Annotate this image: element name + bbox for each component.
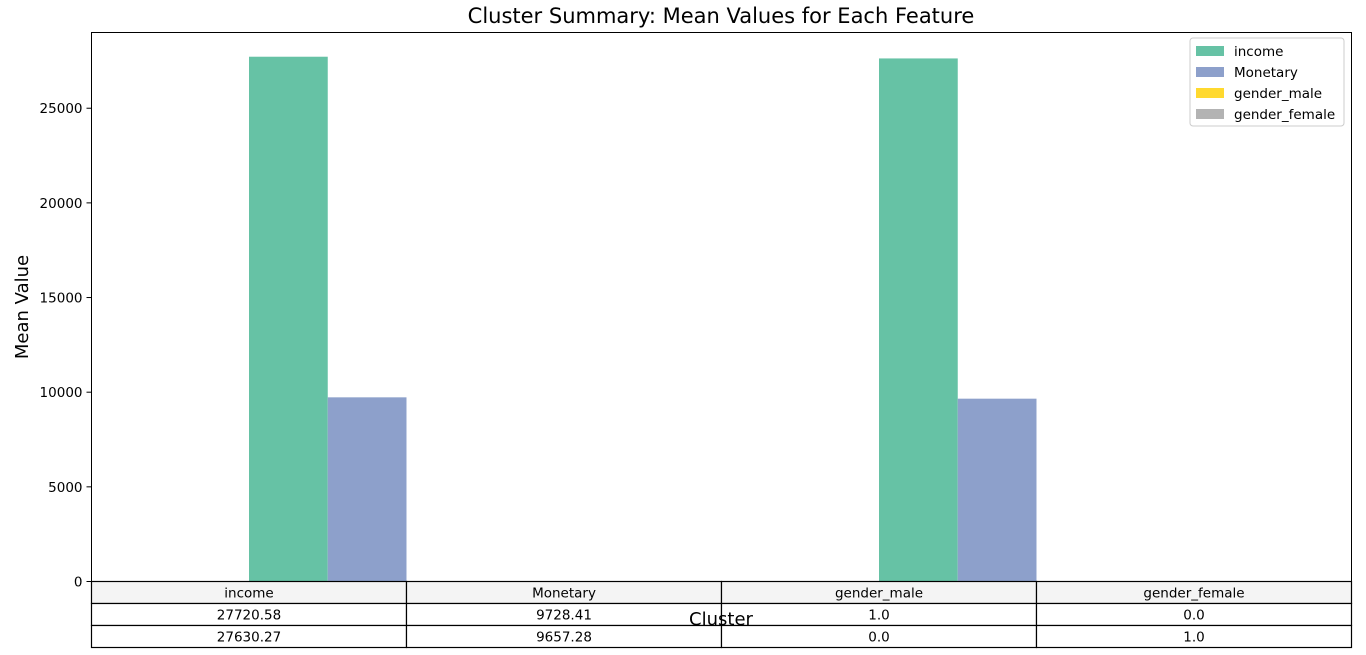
y-tick-label: 20000 [40,196,83,212]
data-table: income Monetary gender_male gender_female 27… [90,580,1353,649]
y-tick-label: 25000 [40,101,83,117]
table-header-label: gender_male [835,586,923,602]
table-cell-value: 9728.41 [536,608,592,624]
table-cell-value: 1.0 [868,608,889,624]
table-cell-value: 27630.27 [217,630,281,646]
legend-label: income [1234,44,1283,60]
table-cell-value: 27720.58 [217,608,281,624]
table-cell-value: 0.0 [1183,608,1204,624]
x-axis-label: Cluster [689,609,753,630]
y-axis-label: Mean Value [12,255,33,359]
y-axis: 0 5000 10000 15000 20000 25000 [40,101,92,591]
bar-income-cluster-0 [249,56,328,582]
chart-title: Cluster Summary: Mean Values for Each Fe… [468,4,975,28]
table-cell-value: 0.0 [868,630,889,646]
bars-layer [249,56,1194,582]
table-header-label: Monetary [532,586,596,602]
legend-box [1189,37,1345,127]
y-tick-label: 0 [74,575,83,591]
legend-swatch-income [1196,46,1224,56]
table-header-label: income [224,586,273,602]
table-cell-value: 1.0 [1183,630,1204,646]
legend-swatch-gender_male [1196,88,1224,98]
table-cell [1035,624,1353,649]
y-tick-label: 10000 [40,385,83,401]
legend-label: Monetary [1234,65,1298,81]
legend-label: gender_female [1234,107,1335,123]
y-tick-label: 15000 [40,291,83,307]
bar-income-cluster-1 [879,58,958,582]
bar-Monetary-cluster-0 [327,397,407,582]
table-cell-value: 9657.28 [536,630,592,646]
y-tick-label: 5000 [48,480,82,496]
legend: income Monetary gender_male gender_female [1189,37,1345,127]
legend-swatch-gender_female [1196,109,1224,119]
legend-label: gender_male [1234,86,1322,102]
bar-Monetary-cluster-1 [957,398,1037,582]
legend-swatch-Monetary [1196,67,1224,77]
table-header-label: gender_female [1143,586,1244,602]
